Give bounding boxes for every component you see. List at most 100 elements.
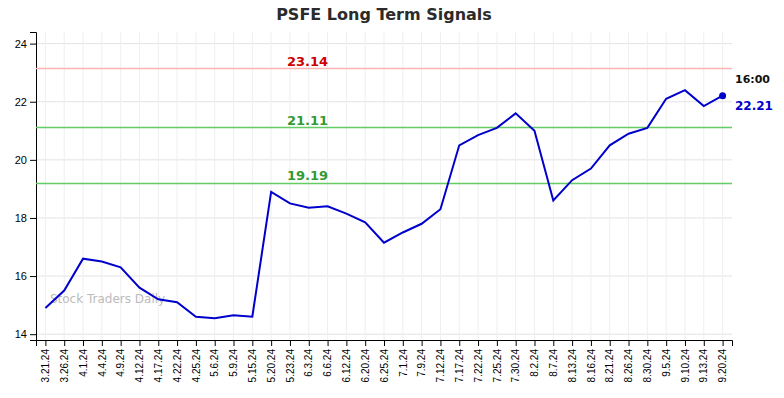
watermark: Stock Traders Daily bbox=[50, 292, 165, 306]
last-point bbox=[719, 92, 726, 99]
grid-line bbox=[346, 32, 347, 340]
tick-mark bbox=[83, 340, 84, 346]
reference-line bbox=[36, 127, 732, 129]
tick-mark bbox=[30, 276, 36, 277]
tick-mark bbox=[30, 334, 36, 335]
tick: 5.20.24 bbox=[266, 340, 277, 382]
tick: 9.10.24 bbox=[680, 340, 691, 382]
tick-label: 8.16.24 bbox=[586, 349, 597, 383]
tick: 6.20.24 bbox=[360, 340, 371, 382]
grid-line bbox=[177, 32, 178, 340]
tick: 7.9.24 bbox=[416, 340, 427, 377]
tick: 6.6.24 bbox=[322, 340, 333, 377]
tick: 4.22.24 bbox=[172, 340, 183, 382]
grid-line bbox=[553, 32, 554, 340]
tick-label: 8.30.24 bbox=[642, 349, 653, 383]
tick: 7.30.24 bbox=[510, 340, 521, 382]
tick-label: 9.13.24 bbox=[698, 349, 709, 383]
tick-label: 6.6.24 bbox=[322, 349, 333, 377]
tick-mark bbox=[422, 340, 423, 346]
grid-line bbox=[384, 32, 385, 340]
grid-line bbox=[496, 32, 497, 340]
tick: 3.26.24 bbox=[59, 340, 70, 382]
tick-mark bbox=[30, 102, 36, 103]
grid-line bbox=[45, 32, 46, 340]
tick-label: 5.9.24 bbox=[228, 349, 239, 377]
tick-label: 9.20.24 bbox=[717, 349, 728, 383]
grid-line bbox=[684, 32, 685, 340]
tick: 5.23.24 bbox=[285, 340, 296, 382]
tick: 6.25.24 bbox=[379, 340, 390, 382]
grid-line bbox=[703, 32, 704, 340]
tick-label: 4.17.24 bbox=[153, 349, 164, 383]
tick-label: 7.9.24 bbox=[416, 349, 427, 377]
tick: 7.22.24 bbox=[473, 340, 484, 382]
tick-mark bbox=[572, 340, 573, 346]
marks bbox=[36, 69, 732, 319]
tick-label: 9.5.24 bbox=[661, 349, 672, 377]
tick-label: 7.12.24 bbox=[435, 349, 446, 383]
tick: 8.26.24 bbox=[623, 340, 634, 382]
tick: 8.13.24 bbox=[567, 340, 578, 382]
tick-label: 4.12.24 bbox=[134, 349, 145, 383]
grid-line bbox=[289, 32, 290, 340]
tick-label: 7.1.24 bbox=[398, 349, 409, 377]
tick-mark bbox=[64, 340, 65, 346]
grid-line bbox=[233, 32, 234, 340]
tick: 8.7.24 bbox=[548, 340, 559, 377]
tick-label: 3.26.24 bbox=[59, 349, 70, 383]
tick-label: 5.6.24 bbox=[209, 349, 220, 377]
tick-label: 4.9.24 bbox=[115, 349, 126, 377]
grid-line bbox=[252, 32, 253, 340]
tick-label: 8.21.24 bbox=[604, 349, 615, 383]
tick-label: 7.17.24 bbox=[454, 349, 465, 383]
tick: 5.9.24 bbox=[228, 340, 239, 377]
tick: 4.12.24 bbox=[134, 340, 145, 382]
tick: 3.21.24 bbox=[40, 340, 51, 382]
grid-line bbox=[308, 32, 309, 340]
tick: 5.6.24 bbox=[209, 340, 220, 377]
title: PSFE Long Term Signals bbox=[276, 5, 492, 24]
tick: 14 bbox=[15, 328, 36, 340]
tick-label: 24 bbox=[15, 38, 27, 50]
tick-label: 16 bbox=[15, 270, 27, 282]
grid-line bbox=[195, 32, 196, 340]
tick-mark bbox=[45, 340, 46, 346]
grid-line bbox=[459, 32, 460, 340]
grid-line bbox=[722, 32, 723, 340]
tick: 24 bbox=[15, 38, 36, 50]
reference-line bbox=[36, 68, 732, 70]
grid-line bbox=[402, 32, 403, 340]
tick-mark bbox=[516, 340, 517, 346]
tick-label: 14 bbox=[15, 328, 27, 340]
tick-mark bbox=[365, 340, 366, 346]
background bbox=[0, 0, 784, 398]
y-axis: 141618202224 bbox=[15, 33, 37, 341]
tick-mark bbox=[553, 340, 554, 346]
tick-mark bbox=[177, 340, 178, 346]
tick: 8.2.24 bbox=[529, 340, 540, 377]
tick: 7.25.24 bbox=[492, 340, 503, 382]
grid-line bbox=[365, 32, 366, 340]
tick: 4.25.24 bbox=[191, 340, 202, 382]
tick: 9.13.24 bbox=[698, 340, 709, 382]
grid-line bbox=[421, 32, 422, 340]
tick-label: 7.22.24 bbox=[473, 349, 484, 383]
tick-mark bbox=[30, 160, 36, 161]
reference-label: 21.11 bbox=[287, 113, 328, 128]
tick-label: 20 bbox=[15, 154, 27, 166]
grid-line bbox=[440, 32, 441, 340]
tick: 20 bbox=[15, 154, 36, 166]
grid-line bbox=[572, 32, 573, 340]
line bbox=[45, 90, 722, 318]
tick: 8.16.24 bbox=[586, 340, 597, 382]
tick-mark bbox=[685, 340, 686, 346]
grid bbox=[36, 32, 732, 340]
tick-label: 7.25.24 bbox=[492, 349, 503, 383]
tick-mark bbox=[723, 340, 724, 346]
tick: 6.12.24 bbox=[341, 340, 352, 382]
tick: 4.4.24 bbox=[97, 340, 108, 377]
tick: 8.30.24 bbox=[642, 340, 653, 382]
tick-mark bbox=[497, 340, 498, 346]
tick-mark bbox=[290, 340, 291, 346]
